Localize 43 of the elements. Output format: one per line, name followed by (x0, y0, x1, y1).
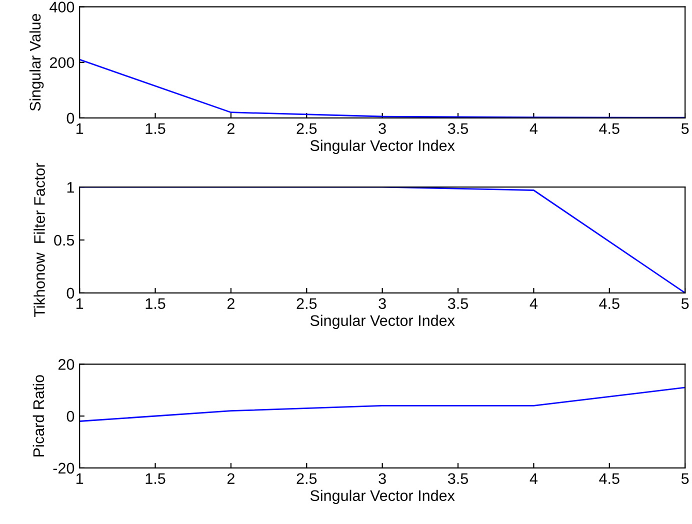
x-tick-label: 4.5 (599, 473, 620, 484)
x-tick-label: 5 (681, 473, 689, 484)
x-tick-label: 1.5 (146, 298, 166, 309)
x-tick-label: 3 (378, 298, 386, 309)
x-tick-label: 2 (227, 298, 234, 309)
x-tick-label: 1.5 (146, 123, 166, 134)
x-tick-label: 2.5 (296, 123, 317, 134)
y-axis-title: Tikhonow Filter Factor (34, 162, 45, 318)
x-axis-title: Singular Vector Index (310, 314, 455, 330)
y-tick-label: 0.5 (54, 234, 74, 246)
x-tick-label: 4 (530, 123, 538, 134)
x-tick-label: 3.5 (448, 473, 468, 484)
x-tick-label: 4 (530, 298, 538, 309)
x-tick-label: 2.5 (296, 298, 317, 309)
x-tick-label: 5 (681, 298, 689, 309)
x-tick-label: 2 (227, 473, 234, 484)
y-tick-label: 0 (66, 112, 74, 124)
x-axis-title: Singular Vector Index (310, 490, 455, 504)
x-tick-label: 5 (681, 123, 689, 134)
x-tick-label: 2 (227, 123, 234, 134)
y-axis-title: Picard Ratio (32, 375, 44, 456)
y-tick-label: 400 (50, 2, 74, 12)
x-tick-label: 1 (76, 473, 84, 484)
x-tick-label: 1 (76, 123, 84, 134)
x-tick-label: 1 (76, 298, 84, 309)
x-tick-label: 1.5 (146, 473, 166, 484)
x-tick-label: 4.5 (599, 123, 620, 134)
x-tick-label: 2.5 (296, 473, 317, 484)
y-tick-label: 1 (67, 182, 74, 193)
x-tick-label: 3 (378, 473, 386, 484)
y-tick-label: 0 (66, 410, 74, 422)
y-tick-label: 200 (50, 57, 74, 68)
y-axis-title: Singular Value (29, 14, 44, 111)
x-tick-label: 3.5 (448, 123, 468, 134)
y-tick-label: 0 (66, 288, 74, 299)
x-tick-label: 3.5 (448, 298, 468, 309)
x-axis-title: Singular Vector Index (310, 140, 455, 154)
x-tick-label: 4.5 (599, 298, 620, 309)
x-tick-label: 4 (530, 473, 538, 484)
y-tick-label: 20 (58, 359, 74, 370)
line-series (80, 386, 686, 422)
y-tick-label: -20 (53, 462, 74, 474)
x-tick-label: 3 (378, 123, 386, 134)
